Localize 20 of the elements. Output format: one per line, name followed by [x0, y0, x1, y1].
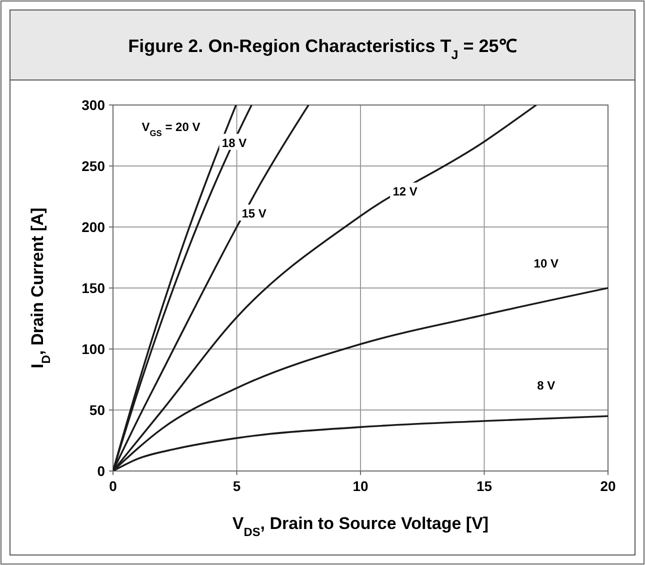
annotation: 8 V [537, 378, 556, 393]
y-tick-label: 150 [82, 280, 106, 296]
x-tick-label: 5 [232, 478, 241, 494]
annotation: 12 V [392, 184, 418, 199]
x-tick-label: 10 [352, 478, 368, 494]
chart-title: Figure 2. On-Region Characteristics T$_{J}$ = 25℃ [128, 36, 517, 62]
annotation: 15 V [242, 206, 266, 221]
y-tick-label: 0 [97, 463, 106, 479]
y-tick-label: 50 [89, 402, 106, 418]
y-tick-label: 100 [82, 341, 106, 357]
x-axis-title: V$_{DS}$, Drain to Source Voltage [V] [232, 514, 489, 539]
annotation: 18 V [222, 136, 247, 150]
x-tick-label: 20 [600, 478, 616, 494]
y-tick-label: 200 [82, 219, 106, 235]
x-tick-label: 15 [476, 478, 492, 494]
x-tick-label: 0 [109, 478, 118, 494]
annotation: V$_{GS}$ = 20 V [142, 120, 200, 138]
y-tick-label: 250 [82, 158, 106, 174]
y-tick-label: 300 [82, 97, 106, 113]
annotation: 10 V [534, 256, 558, 271]
